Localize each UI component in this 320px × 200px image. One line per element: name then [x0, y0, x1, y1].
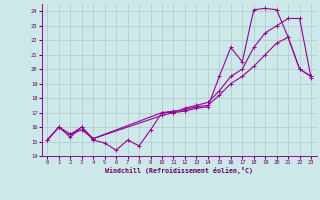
X-axis label: Windchill (Refroidissement éolien,°C): Windchill (Refroidissement éolien,°C) [105, 167, 253, 174]
